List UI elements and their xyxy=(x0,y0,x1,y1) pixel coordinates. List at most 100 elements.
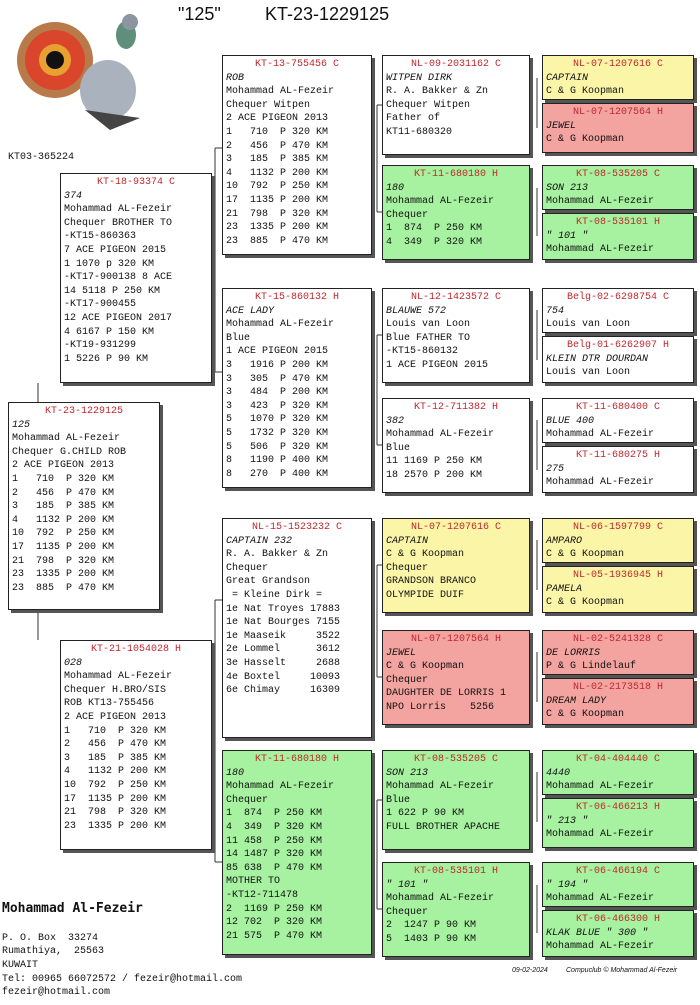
pigeon-name: JEWEL xyxy=(386,647,417,659)
info-line: -KT12-711478 xyxy=(226,889,299,901)
info-line: 8 1190 P 400 KM xyxy=(226,455,329,467)
info-line: Mohammad AL-Fezeir xyxy=(546,829,655,841)
pigeon-name: CAPTAIN 232 xyxy=(226,535,293,547)
info-line: 1e Maaseik 3522 xyxy=(226,630,341,642)
info-line: Mohammad AL-Fezeir xyxy=(386,781,495,793)
info-line: Chequer xyxy=(386,906,429,918)
print-date: 09-02-2024 xyxy=(512,967,548,974)
pigeon-box: NL-07-1207564 H JEWEL C & G Koopman xyxy=(542,103,694,153)
info-line: Chequer G.CHILD ROB xyxy=(12,446,127,458)
ring-number: KT-21-1054028 H xyxy=(90,644,181,655)
pigeon-box: KT-21-1054028 H 028 Mohammad AL-Fezeir Cheq… xyxy=(60,640,212,850)
info-line: Chequer xyxy=(226,794,269,806)
info-line: 4e Boxtel 10093 xyxy=(226,671,341,683)
info-line: 4 6167 P 150 KM xyxy=(64,326,155,338)
info-line: 12 702 P 320 KM xyxy=(226,917,323,929)
info-line: Blue xyxy=(226,332,251,344)
ring-number: KT-11-680180 H xyxy=(254,754,339,765)
pigeon-name: DE LORRIS xyxy=(546,647,601,659)
info-line: Mohammad AL-Fezeir xyxy=(64,204,173,216)
info-line: -KT17-900455 xyxy=(64,299,137,311)
ring-number: KT-23-1229125 xyxy=(44,406,123,417)
info-line: 1 710 P 320 KM xyxy=(226,126,329,138)
pigeon-box: Belg-01-6262907 H KLEIN DTR DOURDAN Louis … xyxy=(542,336,694,383)
info-line: Mohammad AL-Fezeir xyxy=(226,781,335,793)
info-line: 14 1487 P 320 KM xyxy=(226,849,323,861)
ring-number: KT-06-466300 H xyxy=(575,914,660,925)
info-line: 12 ACE PIGEON 2017 xyxy=(64,312,173,324)
info-line: P & G Lindelauf xyxy=(546,661,637,673)
info-line: C & G Koopman xyxy=(546,134,625,146)
info-line: Mohammad AL-Fezeir xyxy=(546,477,655,489)
pigeon-name: 180 xyxy=(386,182,405,194)
info-line: Mohammad AL-Fezeir xyxy=(386,429,495,441)
info-line: 11 1169 P 250 KM xyxy=(386,456,483,468)
info-line: 2 1169 P 250 KM xyxy=(226,903,323,915)
info-line: 4 1132 P 200 KM xyxy=(226,167,329,179)
info-line: Chequer BROTHER TO xyxy=(64,217,173,229)
owner-line: fezeir@hotmail.com xyxy=(2,987,111,999)
info-line: 23 885 P 470 KM xyxy=(12,582,115,594)
pigeon-name: " 194 " xyxy=(546,879,589,891)
info-line: 2 ACE PIGEON 2013 xyxy=(12,460,115,472)
info-line: C & G Koopman xyxy=(546,549,625,561)
pigeon-box: KT-08-535101 H " 101 " Mohammad AL-Fezeir xyxy=(542,213,694,260)
info-line: 2 ACE PIGEON 2013 xyxy=(226,113,329,125)
info-line: 14 5118 P 250 KM xyxy=(64,285,161,297)
info-line: C & G Koopman xyxy=(546,597,625,609)
ring-number: NL-02-2173518 H xyxy=(572,682,663,693)
info-line: 3 1916 P 200 KM xyxy=(226,359,329,371)
pigeon-box: NL-07-1207616 C CAPTAIN C & G Koopman Chequ… xyxy=(382,518,530,613)
pigeon-box: NL-09-2031162 C WITPEN DIRK R. A. Bakker &… xyxy=(382,55,530,155)
info-line: OLYMPIDE DUIF xyxy=(386,589,465,601)
pigeon-name: DREAM LADY xyxy=(546,695,607,707)
info-line: Mohammad AL-Fezeir xyxy=(12,433,121,445)
owner-name: Mohammad Al-Fezeir xyxy=(2,901,143,917)
info-line: FULL BROTHER APACHE xyxy=(386,821,501,833)
info-line: 1e Nat Troyes 17883 xyxy=(226,603,341,615)
pigeon-box: NL-02-5241328 C DE LORRIS P & G Lindelauf xyxy=(542,630,694,675)
info-line: 1 ACE PIGEON 2015 xyxy=(226,346,329,358)
info-line: 23 1335 P 200 KM xyxy=(226,222,329,234)
ring-number: KT-13-755456 C xyxy=(254,59,339,70)
info-line: 17 1135 P 200 KM xyxy=(226,194,329,206)
ring-number: KT-04-404440 C xyxy=(575,754,660,765)
credit: Compuclub © Mohammad Al-Fezeir xyxy=(566,967,678,974)
ring-number: KT-11-680400 C xyxy=(575,402,660,413)
ring-number: NL-07-1207564 H xyxy=(410,634,501,645)
ring-number: NL-07-1207564 H xyxy=(572,107,663,118)
info-line: 5 1403 P 90 KM xyxy=(386,933,477,945)
pigeon-name: KLAK BLUE " 300 " xyxy=(546,927,649,939)
info-line: 5 506 P 320 KM xyxy=(226,441,329,453)
pigeon-box: KT-15-860132 H ACE LADY Mohammad AL-Fezeir… xyxy=(222,288,372,488)
pigeon-box: NL-06-1597799 C AMPARO C & G Koopman xyxy=(542,518,694,563)
pigeon-box: KT-08-535101 H " 101 " Mohammad AL-Fezeir C… xyxy=(382,862,530,957)
pigeon-name: 4440 xyxy=(546,767,571,779)
ring-number: NL-15-1523232 C xyxy=(251,522,342,533)
info-line: 85 638 P 470 KM xyxy=(226,862,323,874)
info-line: Mohammad AL-Fezeir xyxy=(546,196,655,208)
info-line: Mohammad AL-Fezeir xyxy=(64,671,173,683)
info-line: 6e Chimay 16309 xyxy=(226,685,341,697)
info-line: -KT17-900138 8 ACE xyxy=(64,272,173,284)
ring-number: NL-12-1423572 C xyxy=(410,292,501,303)
info-line: 1 5226 P 90 KM xyxy=(64,353,149,365)
info-line: C & G Koopman xyxy=(386,661,465,673)
info-line: 1 874 P 250 KM xyxy=(386,223,483,235)
info-line: Chequer xyxy=(386,562,429,574)
info-line: 1e Nat Bourges 7155 xyxy=(226,617,341,629)
info-line: C & G Koopman xyxy=(546,86,625,98)
ring-number: NL-07-1207616 C xyxy=(572,59,663,70)
pigeon-box: KT-12-711382 H 382 Mohammad AL-Fezeir Blue 1… xyxy=(382,398,530,493)
info-line: 4 349 P 320 KM xyxy=(226,821,323,833)
pigeon-name: CAPTAIN xyxy=(386,535,429,547)
pigeon-name: 754 xyxy=(546,305,565,317)
ring-number: KT-11-680180 H xyxy=(413,169,498,180)
info-line: C & G Koopman xyxy=(546,709,625,721)
info-line: 11 458 P 250 KM xyxy=(226,835,323,847)
ring-number: KT-12-711382 H xyxy=(413,402,498,413)
info-line: Blue FATHER TO xyxy=(386,332,471,344)
pigeon-box: KT-08-535205 C SON 213 Mohammad AL-Fezeir xyxy=(542,165,694,210)
info-line: 3 185 P 385 KM xyxy=(64,752,167,764)
photo-ring: KT03-365224 xyxy=(8,152,75,163)
